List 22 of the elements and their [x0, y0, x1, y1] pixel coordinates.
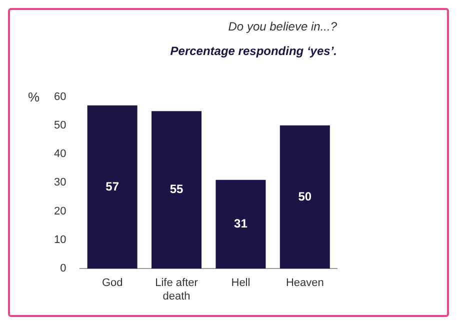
y-tick-label: 30: [54, 176, 66, 189]
x-tick-label: Hell: [231, 277, 250, 290]
bar: [152, 111, 202, 269]
y-tick-label: 10: [54, 234, 66, 246]
x-tick-label: Life after death: [155, 277, 198, 302]
y-tick-label: 40: [54, 148, 66, 160]
y-tick-label: 20: [54, 205, 66, 218]
chart-subtitle: Percentage responding ‘yes’.: [170, 44, 337, 58]
chart-title: Do you believe in...?: [228, 20, 338, 34]
y-tick-label: 0: [60, 262, 66, 275]
data-label: 55: [170, 182, 184, 196]
bar: [216, 180, 266, 269]
y-axis-title: %: [28, 89, 40, 104]
x-tick-label: God: [102, 277, 123, 290]
data-label: 50: [298, 189, 312, 204]
y-tick-label: 60: [54, 90, 66, 103]
y-tick-label: 50: [54, 119, 66, 132]
data-label: 57: [106, 179, 120, 194]
data-label: 31: [234, 216, 248, 231]
bar: [87, 105, 138, 269]
x-tick-label: Heaven: [286, 277, 324, 290]
bar: [280, 125, 330, 269]
